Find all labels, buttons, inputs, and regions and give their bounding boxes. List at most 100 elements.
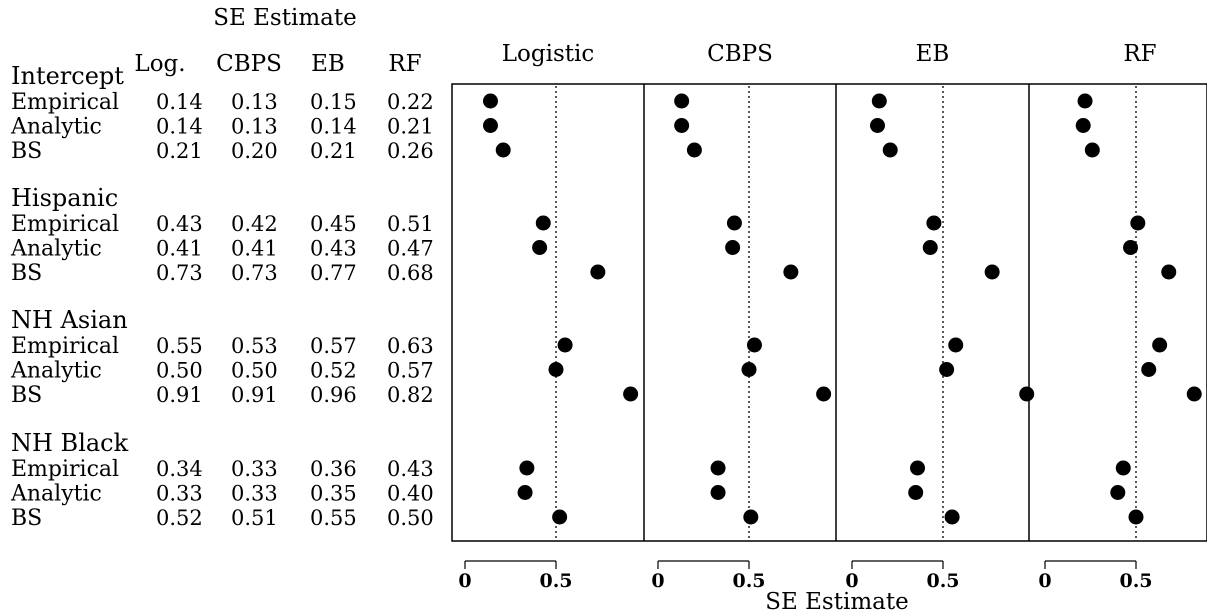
dot-plot: Logistic CBPS EB RF 0 0.5 0 0.5 0 0.5 0 0.5 [451, 41, 1207, 592]
x-tick-label: 0.5 [926, 570, 959, 592]
table-cell: 0.40 [387, 482, 434, 506]
table-cell: 0.51 [387, 212, 434, 236]
data-point [908, 485, 924, 500]
table-cell: 0.57 [387, 359, 434, 383]
table-cell: 0.73 [156, 261, 203, 285]
table-cell: 0.21 [156, 139, 203, 163]
data-point [783, 264, 799, 280]
row-label: BS [11, 139, 42, 164]
x-tick-label: 0 [651, 570, 664, 592]
panel-title: CBPS [707, 41, 773, 67]
data-point [1019, 386, 1035, 402]
table-cell: 0.91 [156, 383, 203, 407]
row-label: Analytic [10, 115, 102, 140]
data-point [1186, 386, 1202, 402]
data-point [1077, 93, 1093, 109]
panel-title: Logistic [502, 41, 594, 67]
data-point [910, 460, 926, 476]
data-point [984, 264, 1000, 280]
data-point [482, 118, 498, 133]
group-label: Intercept [11, 62, 124, 90]
table-header: SE Estimate [213, 5, 356, 31]
row-label: BS [11, 383, 42, 408]
table-cell: 0.50 [387, 506, 434, 530]
row-label: Empirical [11, 90, 119, 115]
table-cell: 0.43 [387, 457, 434, 481]
table-cell: 0.21 [310, 139, 357, 163]
table-cell: 0.14 [156, 90, 203, 114]
table-cell: 0.55 [156, 334, 203, 358]
data-point [1084, 142, 1100, 158]
data-point [532, 240, 548, 255]
table-cell: 0.13 [231, 115, 278, 139]
x-tick-label: 0 [845, 570, 858, 592]
row-label: Empirical [11, 334, 119, 359]
data-point [623, 386, 639, 402]
table-cell: 0.51 [231, 506, 278, 530]
table-cell: 0.42 [231, 212, 278, 236]
table-cell: 0.73 [231, 261, 278, 285]
x-tick-label: 0.5 [1119, 570, 1152, 592]
data-point [1075, 118, 1091, 133]
table-cell: 0.52 [156, 506, 203, 530]
data-point [519, 460, 535, 476]
data-point [869, 118, 885, 133]
table-cell: 0.21 [387, 115, 434, 139]
table-column-header: EB [311, 51, 345, 77]
data-point [725, 240, 741, 255]
table-column-header: CBPS [216, 51, 282, 77]
row-label: Analytic [10, 482, 102, 507]
data-point [1130, 215, 1146, 231]
table-cell: 0.41 [156, 237, 203, 261]
table-cell: 0.33 [231, 457, 278, 481]
data-point [482, 93, 498, 109]
data-point [686, 142, 702, 158]
table-cell: 0.91 [231, 383, 278, 407]
data-point [939, 362, 955, 377]
x-axis-label: SE Estimate [765, 589, 908, 613]
data-point [882, 142, 898, 158]
row-label: BS [11, 506, 42, 531]
data-point [674, 118, 690, 133]
table-cell: 0.13 [231, 90, 278, 114]
data-point [948, 337, 964, 353]
table-cell: 0.43 [156, 212, 203, 236]
table-column-header: Log. [134, 51, 185, 77]
table-cell: 0.55 [310, 506, 357, 530]
table-cell: 0.33 [231, 482, 278, 506]
panel-title: RF [1123, 41, 1156, 67]
row-label: BS [11, 261, 42, 286]
data-point [741, 362, 757, 377]
data-point [1161, 264, 1177, 280]
table-cell: 0.22 [387, 90, 434, 114]
x-tick-label: 0 [1038, 570, 1051, 592]
table-cell: 0.47 [387, 237, 434, 261]
data-point [535, 215, 551, 231]
data-point [1152, 337, 1168, 353]
table-cell: 0.52 [310, 359, 357, 383]
data-point [922, 240, 938, 255]
group-label: NH Black [11, 429, 129, 457]
table-cell: 0.15 [310, 90, 357, 114]
data-point [746, 337, 762, 353]
data-point [1110, 485, 1126, 500]
table-cell: 0.35 [310, 482, 357, 506]
table-cell: 0.53 [231, 334, 278, 358]
table-cell: 0.33 [156, 482, 203, 506]
table-cell: 0.50 [231, 359, 278, 383]
table-cell: 0.26 [387, 139, 434, 163]
table-cell: 0.36 [310, 457, 357, 481]
data-point [557, 337, 573, 353]
group-label: NH Asian [11, 306, 128, 334]
table-cell: 0.57 [310, 334, 357, 358]
plot-frame [451, 83, 1207, 542]
data-point [548, 362, 564, 377]
table-cell: 0.41 [231, 237, 278, 261]
table-cell: 0.20 [231, 139, 278, 163]
table-cell: 0.68 [387, 261, 434, 285]
table-cell: 0.14 [310, 115, 357, 139]
table-column-header: RF [388, 51, 421, 77]
x-tick-label: 0.5 [539, 570, 572, 592]
